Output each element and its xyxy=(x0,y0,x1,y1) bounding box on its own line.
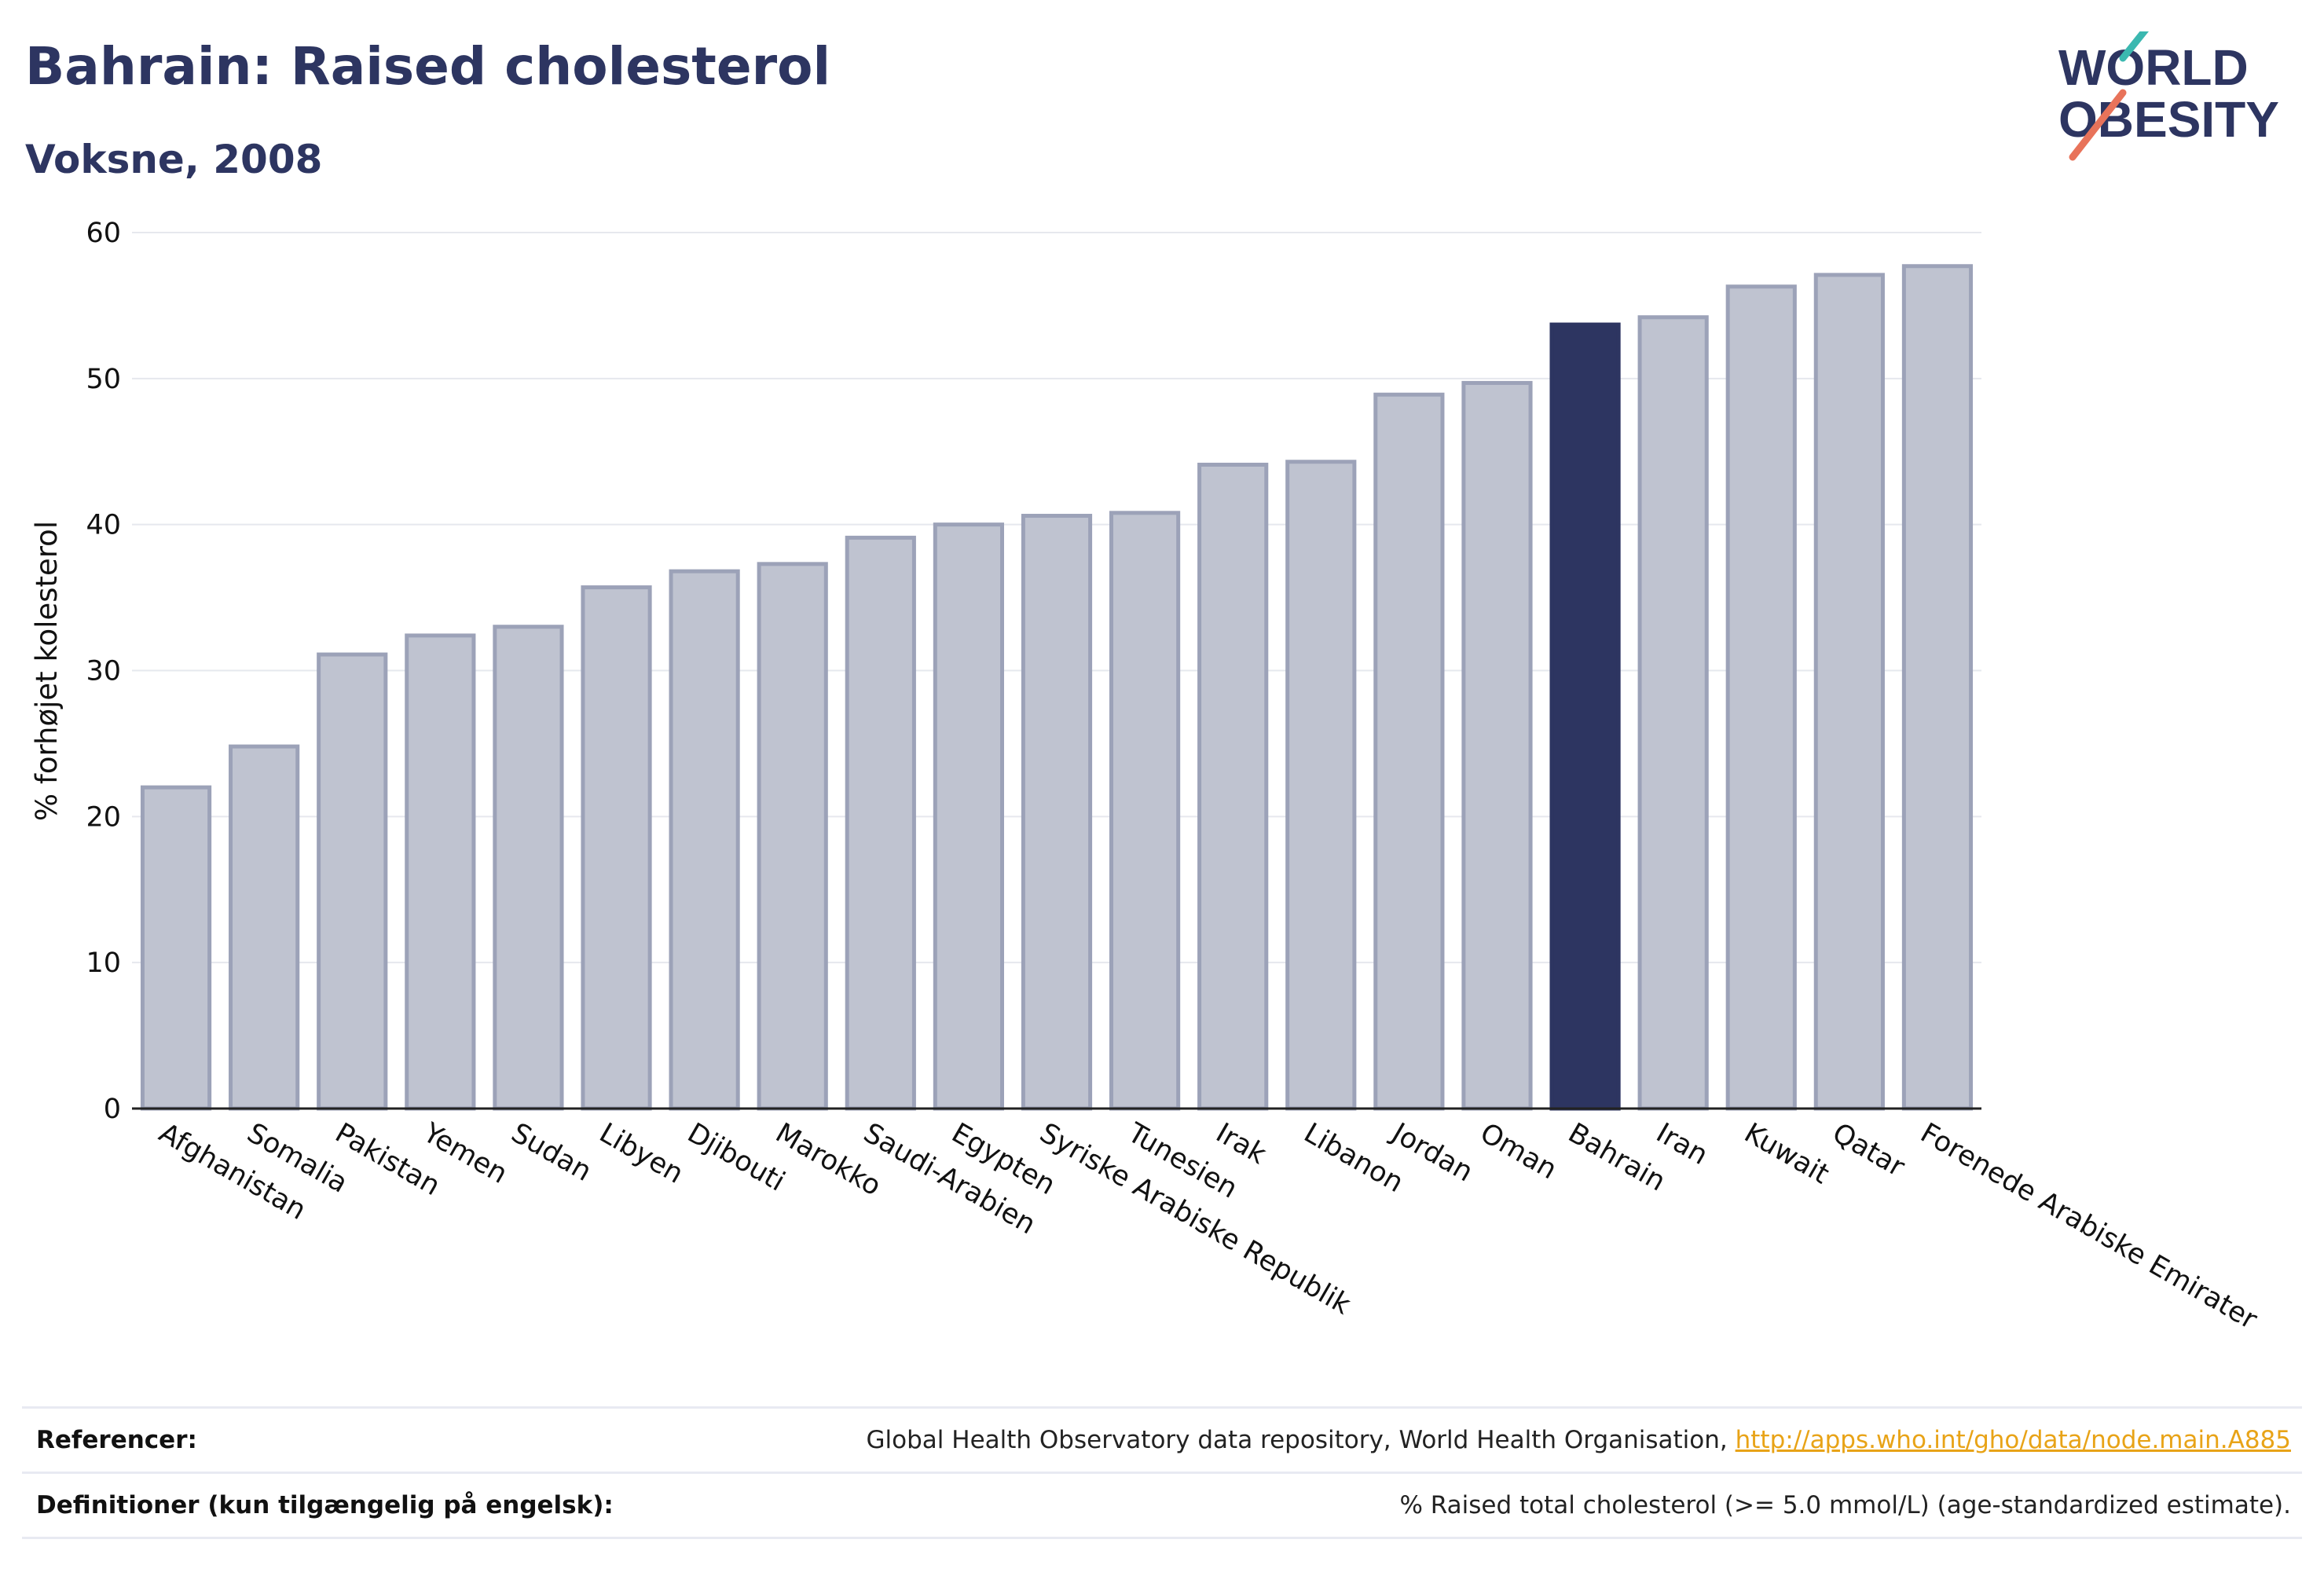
y-tick-label: 40 xyxy=(86,510,121,541)
x-axis-ticks: AfghanistanSomaliaPakistanYemenSudanLiby… xyxy=(154,1116,2263,1336)
logo-slash-coral xyxy=(2069,89,2127,161)
reference-table: Referencer: Global Health Observatory da… xyxy=(22,1406,2302,1539)
page-subtitle: Voksne, 2008 xyxy=(25,137,323,182)
bar xyxy=(317,652,388,1111)
x-tick-label: Irak xyxy=(1211,1117,1272,1171)
bar xyxy=(669,569,740,1111)
reference-row: Referencer: Global Health Observatory da… xyxy=(22,1406,2302,1472)
bar xyxy=(581,585,652,1111)
x-tick-label: Djibouti xyxy=(682,1117,790,1197)
bar xyxy=(1285,460,1357,1111)
x-tick-label: Sudan xyxy=(506,1117,596,1188)
bar xyxy=(493,625,564,1111)
y-tick-label: 50 xyxy=(86,364,121,395)
x-tick-label: Libanon xyxy=(1299,1117,1409,1199)
bar xyxy=(1021,514,1093,1111)
references-value: Global Health Observatory data repositor… xyxy=(867,1426,2291,1454)
x-tick-label: Forenede Arabiske Emirater xyxy=(1915,1117,2262,1336)
bar xyxy=(1197,462,1269,1111)
references-label: Referencer: xyxy=(36,1426,197,1454)
definitions-value: % Raised total cholesterol (>= 5.0 mmol/… xyxy=(1399,1491,2291,1519)
definition-row: Definitioner (kun tilgængelig på engelsk… xyxy=(22,1472,2302,1539)
bar xyxy=(1901,264,1974,1111)
y-axis-ticks: 0 10 20 30 40 50 60 xyxy=(86,218,121,1125)
bar xyxy=(757,562,828,1111)
bar xyxy=(1109,511,1181,1111)
logo-line1: WORLD xyxy=(2058,39,2249,96)
world-obesity-logo: WORLD OBESITY xyxy=(2058,31,2279,161)
bar xyxy=(405,633,476,1111)
bar xyxy=(229,744,300,1111)
references-text: Global Health Observatory data repositor… xyxy=(866,1426,1736,1454)
page-title: Bahrain: Raised cholesterol xyxy=(25,36,831,97)
y-tick-label: 20 xyxy=(86,801,121,833)
y-tick-label: 60 xyxy=(86,218,121,249)
logo-line2: OBESITY xyxy=(2058,91,2279,148)
x-tick-label: Iran xyxy=(1651,1117,1713,1171)
definitions-label: Definitioner (kun tilgængelig på engelsk… xyxy=(36,1491,614,1519)
bars xyxy=(140,264,1974,1111)
bar-chart: 0 10 20 30 40 50 60 AfghanistanSomaliaPakistan… xyxy=(30,218,2263,1336)
x-tick-label: Bahrain xyxy=(1563,1117,1670,1197)
bar xyxy=(1813,273,1885,1111)
references-link[interactable]: http://apps.who.int/gho/data/node.main.A… xyxy=(1735,1426,2291,1454)
bar xyxy=(1637,315,1709,1111)
y-tick-label: 10 xyxy=(86,947,121,979)
y-axis-label: % forhøjet kolesterol xyxy=(30,521,64,821)
bar xyxy=(1549,322,1621,1111)
bar xyxy=(933,522,1005,1111)
bar xyxy=(845,535,916,1111)
bar xyxy=(1461,380,1533,1111)
y-tick-label: 0 xyxy=(104,1094,121,1125)
bar xyxy=(1725,284,1797,1111)
x-tick-label: Libyen xyxy=(594,1117,688,1190)
bar xyxy=(1373,392,1445,1111)
logo-slash-teal xyxy=(2119,31,2149,62)
x-tick-label: Oman xyxy=(1475,1117,1562,1186)
bar xyxy=(140,785,212,1111)
x-tick-label: Kuwait xyxy=(1739,1117,1834,1190)
x-tick-label: Qatar xyxy=(1827,1117,1910,1183)
y-tick-label: 30 xyxy=(86,656,121,687)
x-tick-label: Afghanistan xyxy=(154,1117,311,1226)
